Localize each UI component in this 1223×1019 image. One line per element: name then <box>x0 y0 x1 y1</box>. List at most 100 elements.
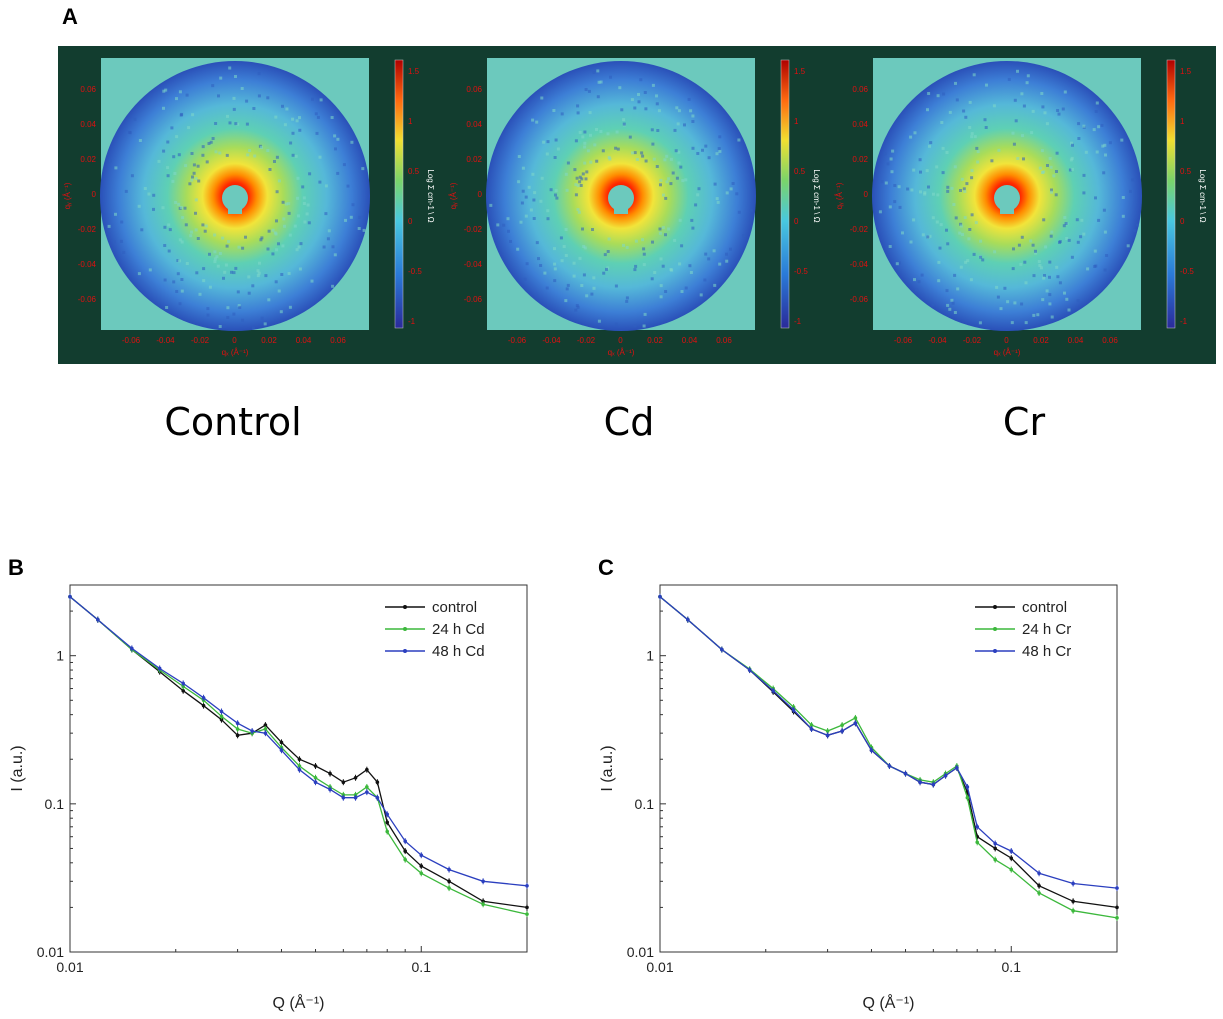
speckle <box>232 312 236 316</box>
speckle <box>939 223 943 227</box>
speckle <box>223 270 227 274</box>
speckle <box>542 140 546 144</box>
speckle <box>349 215 353 219</box>
speckle <box>310 279 314 283</box>
speckle <box>1038 166 1042 170</box>
speckle <box>246 153 250 157</box>
speckle <box>1077 122 1081 126</box>
speckle <box>1010 321 1014 325</box>
speckle <box>970 132 974 136</box>
speckle <box>1021 134 1024 138</box>
speckle <box>215 255 219 259</box>
colorbar-tick-label: 0.5 <box>408 167 420 176</box>
speckle <box>622 122 626 126</box>
speckle <box>506 217 510 221</box>
speckle <box>257 94 261 98</box>
speckle <box>583 141 587 145</box>
speckle <box>214 122 218 125</box>
data-point <box>235 727 240 731</box>
speckle <box>713 283 717 287</box>
speckle <box>749 208 753 212</box>
speckle <box>923 191 927 195</box>
speckle <box>583 145 587 149</box>
speckle <box>555 196 559 200</box>
data-point <box>353 795 358 800</box>
speckle <box>677 161 681 165</box>
speckle <box>599 80 603 84</box>
pattern-ytick-label: 0.02 <box>852 155 868 164</box>
data-point <box>903 771 908 776</box>
speckle <box>642 252 646 256</box>
data-point <box>825 729 830 733</box>
speckle <box>152 193 156 197</box>
x-tick-label: 0.01 <box>56 959 83 975</box>
speckle <box>245 99 249 103</box>
data-point <box>686 617 690 622</box>
speckle <box>211 84 215 88</box>
speckle <box>260 146 263 149</box>
data-point <box>313 775 318 780</box>
speckle <box>652 157 656 161</box>
speckle <box>962 187 966 191</box>
speckle <box>298 128 302 132</box>
speckle <box>637 93 640 96</box>
speckle <box>334 147 337 151</box>
data-point <box>1115 886 1119 890</box>
speckle <box>963 189 967 193</box>
legend-marker <box>403 649 407 653</box>
speckle <box>225 244 229 248</box>
speckle <box>287 211 291 215</box>
speckle <box>241 318 245 322</box>
speckle <box>1084 150 1088 154</box>
speckle <box>170 126 174 130</box>
colorbar-tick-label: -0.5 <box>794 267 808 276</box>
speckle <box>201 145 205 149</box>
speckle <box>643 91 647 94</box>
speckle <box>967 237 971 241</box>
speckle <box>642 324 646 328</box>
speckle <box>1055 265 1059 269</box>
pattern-xtick-label: 0.06 <box>330 336 346 345</box>
pattern-ytick-label: 0.06 <box>852 85 868 94</box>
speckle <box>909 240 913 244</box>
speckle <box>296 196 300 200</box>
speckle <box>704 252 708 256</box>
speckle <box>717 147 721 151</box>
speckle <box>936 94 940 98</box>
speckle <box>184 223 188 227</box>
speckle <box>694 203 698 207</box>
speckle <box>965 182 969 186</box>
speckle <box>240 87 244 90</box>
speckle <box>953 273 957 277</box>
data-point <box>297 757 302 762</box>
speckle <box>545 286 549 290</box>
speckle <box>945 151 949 154</box>
speckle <box>179 206 183 209</box>
colorbar-tick-label: 1 <box>794 117 799 126</box>
speckle <box>883 152 887 156</box>
speckle <box>1013 301 1017 305</box>
speckle <box>271 228 275 232</box>
speckle <box>912 218 916 222</box>
speckle <box>516 247 520 251</box>
speckle <box>1062 224 1066 228</box>
speckle <box>222 276 225 280</box>
speckle <box>669 182 673 186</box>
data-point <box>130 646 134 651</box>
speckle <box>990 159 994 163</box>
speckle <box>664 290 668 293</box>
speckle <box>704 144 708 148</box>
speckle <box>633 151 637 155</box>
speckle <box>564 228 568 231</box>
speckle <box>884 181 888 185</box>
speckle <box>1092 128 1096 132</box>
data-point <box>250 729 254 733</box>
speckle <box>1043 274 1046 277</box>
speckle <box>207 142 211 145</box>
speckle <box>1055 170 1058 173</box>
colorbar-tick-label: -1 <box>794 317 802 326</box>
speckle <box>311 97 314 101</box>
speckle <box>691 226 695 230</box>
speckle <box>602 271 606 275</box>
data-point <box>279 740 284 745</box>
